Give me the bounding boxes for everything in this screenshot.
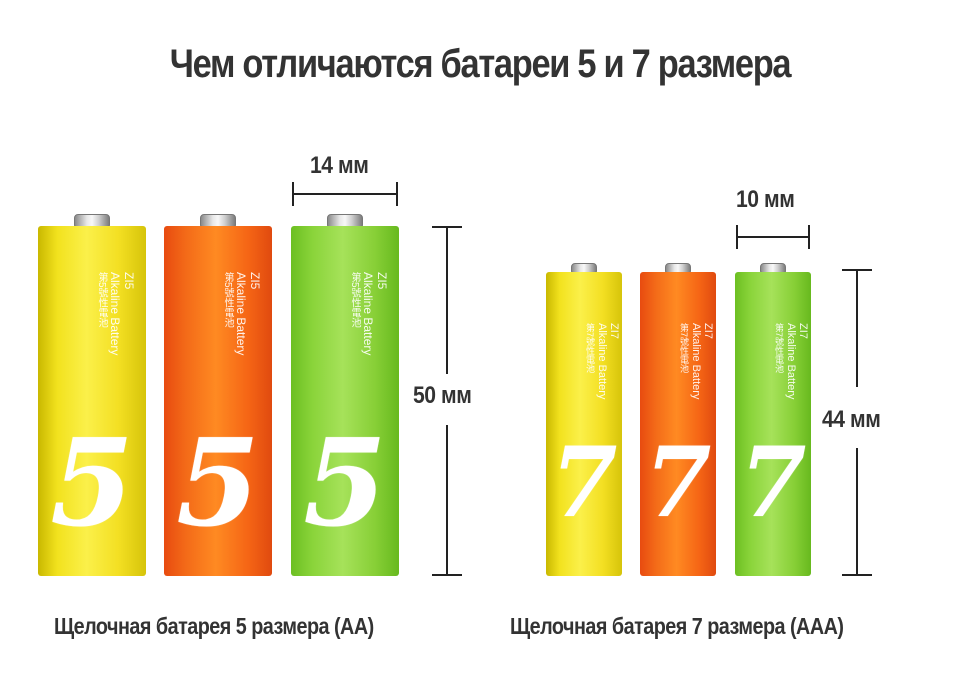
- battery-size-number: 7: [644, 426, 712, 539]
- battery-model: ZI5: [375, 272, 389, 290]
- battery-type: Alkaline Battery: [596, 323, 608, 400]
- battery-model: ZI5: [122, 272, 136, 290]
- battery-size-number: 5: [303, 413, 387, 554]
- battery-model: ZI5: [248, 272, 262, 290]
- battery-label: ZI5 Alkaline Battery 第5號性電池: [347, 272, 389, 355]
- battery-cn-text: 第7號性電池: [585, 323, 595, 374]
- aa-caption: Щелочная батарея 5 размера (AA): [54, 613, 374, 639]
- battery-body: [640, 272, 716, 576]
- battery-body: [291, 226, 399, 576]
- aaa-width-tick-left: [736, 225, 738, 249]
- aa-battery-green: ZI5 Alkaline Battery 第5號性電池 5: [291, 214, 399, 576]
- battery-label: ZI7 Alkaline Battery 第7號性電池: [773, 323, 809, 399]
- aa-height-label: 50 мм: [413, 382, 472, 409]
- aa-width-tick-right: [396, 182, 398, 206]
- battery-label: ZI5 Alkaline Battery 第5號性電池: [220, 272, 262, 355]
- battery-cn-text: 第7號性電池: [774, 323, 784, 374]
- aa-battery-orange: ZI5 Alkaline Battery 第5號性電池 5: [164, 214, 272, 576]
- aaa-width-label: 10 мм: [736, 186, 795, 213]
- aaa-height-tick-bottom: [842, 574, 872, 576]
- aaa-battery-orange: ZI7 Alkaline Battery 第7號性電池 7: [640, 263, 716, 576]
- battery-body: [164, 226, 272, 576]
- battery-type: Alkaline Battery: [785, 323, 797, 400]
- battery-label: ZI7 Alkaline Battery 第7號性電池: [678, 323, 714, 399]
- battery-model: ZI7: [797, 323, 809, 339]
- battery-body: [735, 272, 811, 576]
- battery-model: ZI7: [608, 323, 620, 339]
- battery-type: Alkaline Battery: [108, 272, 122, 356]
- aaa-height-line-top: [856, 269, 858, 387]
- battery-cn-text: 第5號性電池: [349, 272, 360, 328]
- battery-type: Alkaline Battery: [690, 323, 702, 400]
- battery-cn-text: 第7號性電池: [679, 323, 689, 374]
- aaa-battery-yellow: ZI7 Alkaline Battery 第7號性電池 7: [546, 263, 622, 576]
- aa-width-tick-left: [292, 182, 294, 206]
- aa-width-label: 14 мм: [310, 152, 369, 179]
- battery-body: [546, 272, 622, 576]
- aa-height-line-bottom: [446, 425, 448, 575]
- battery-label: ZI5 Alkaline Battery 第5號性電池: [94, 272, 136, 355]
- aaa-battery-green: ZI7 Alkaline Battery 第7號性電池 7: [735, 263, 811, 576]
- battery-size-number: 7: [739, 426, 807, 539]
- page-title: Чем отличаются батареи 5 и 7 размера: [169, 42, 792, 86]
- aa-width-line: [292, 193, 398, 195]
- aaa-width-tick-right: [808, 225, 810, 249]
- aa-battery-yellow: ZI5 Alkaline Battery 第5號性電池 5: [38, 214, 146, 576]
- battery-body: [38, 226, 146, 576]
- aa-height-tick-bottom: [432, 574, 462, 576]
- aaa-caption: Щелочная батарея 7 размера (AAA): [510, 613, 844, 639]
- battery-type: Alkaline Battery: [234, 272, 248, 356]
- battery-label: ZI7 Alkaline Battery 第7號性電池: [584, 323, 620, 399]
- aaa-height-line-bottom: [856, 448, 858, 575]
- battery-model: ZI7: [702, 323, 714, 339]
- aaa-width-line: [736, 236, 810, 238]
- battery-type: Alkaline Battery: [361, 272, 375, 356]
- battery-size-number: 7: [550, 426, 618, 539]
- battery-size-number: 5: [50, 413, 134, 554]
- aaa-height-label: 44 мм: [822, 406, 881, 433]
- battery-cn-text: 第5號性電池: [222, 272, 233, 328]
- battery-size-number: 5: [176, 413, 260, 554]
- battery-cn-text: 第5號性電池: [96, 272, 107, 328]
- aa-height-line-top: [446, 226, 448, 374]
